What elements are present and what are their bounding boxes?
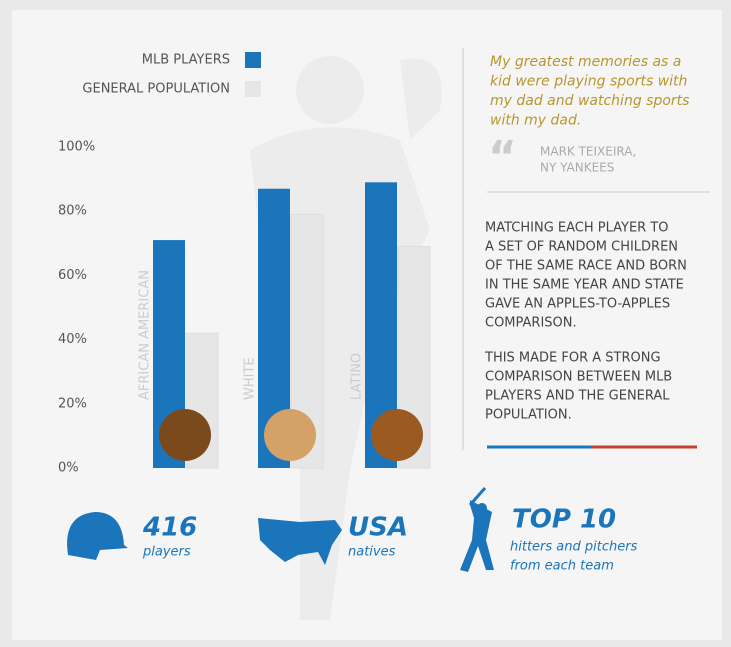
- quote-author: NY YANKEES: [540, 161, 614, 175]
- quote-mark: “: [488, 132, 517, 183]
- body-line: COMPARISON BETWEEN MLB: [485, 370, 672, 385]
- glove-icon: [264, 409, 316, 461]
- quote-line: my dad and watching sports: [490, 93, 689, 109]
- category-label: WHITE: [243, 357, 258, 400]
- category-label: AFRICAN AMERICAN: [138, 270, 153, 400]
- body-line: POPULATION.: [485, 408, 572, 423]
- stat-text: from each team: [510, 559, 614, 574]
- quote-line: My greatest memories as a: [490, 54, 681, 70]
- quote-author: MARK TEIXEIRA,: [540, 145, 636, 159]
- y-tick-label: 40%: [58, 332, 87, 347]
- legend-label: MLB PLAYERS: [142, 53, 230, 68]
- batter-icon: [460, 487, 494, 572]
- y-tick-label: 20%: [58, 396, 87, 411]
- glove-icon: [159, 409, 211, 461]
- stat-value: USA: [348, 513, 408, 543]
- stat-text: players: [142, 545, 191, 560]
- y-tick-label: 80%: [58, 204, 87, 219]
- legend-swatch: [245, 81, 261, 97]
- stat-value: TOP 10: [512, 505, 616, 535]
- legend-swatch: [245, 52, 261, 68]
- body-line: MATCHING EACH PLAYER TO: [485, 221, 669, 236]
- body-line: THIS MADE FOR A STRONG: [484, 351, 661, 366]
- body-line: IN THE SAME YEAR AND STATE: [485, 278, 684, 293]
- y-tick-label: 0%: [58, 461, 79, 476]
- quote-line: with my dad.: [490, 113, 581, 129]
- body-line: A SET OF RANDOM CHILDREN: [485, 240, 678, 255]
- stat-value: 416: [142, 513, 197, 543]
- legend-label: GENERAL POPULATION: [82, 82, 230, 97]
- y-tick-label: 100%: [58, 140, 95, 155]
- body-line: GAVE AN APPLES-TO-APPLES: [485, 297, 670, 312]
- quote-line: kid were playing sports with: [490, 74, 687, 90]
- body-line: PLAYERS AND THE GENERAL: [485, 389, 670, 404]
- category-label: LATINO: [350, 353, 365, 400]
- stat-text: natives: [348, 545, 396, 560]
- stat-text: hitters and pitchers: [510, 540, 638, 555]
- helmet-icon: [67, 512, 128, 560]
- y-tick-label: 60%: [58, 268, 87, 283]
- glove-icon: [371, 409, 423, 461]
- body-line: COMPARISON.: [485, 316, 577, 331]
- body-line: OF THE SAME RACE AND BORN: [485, 259, 687, 274]
- usa-icon: [258, 518, 342, 565]
